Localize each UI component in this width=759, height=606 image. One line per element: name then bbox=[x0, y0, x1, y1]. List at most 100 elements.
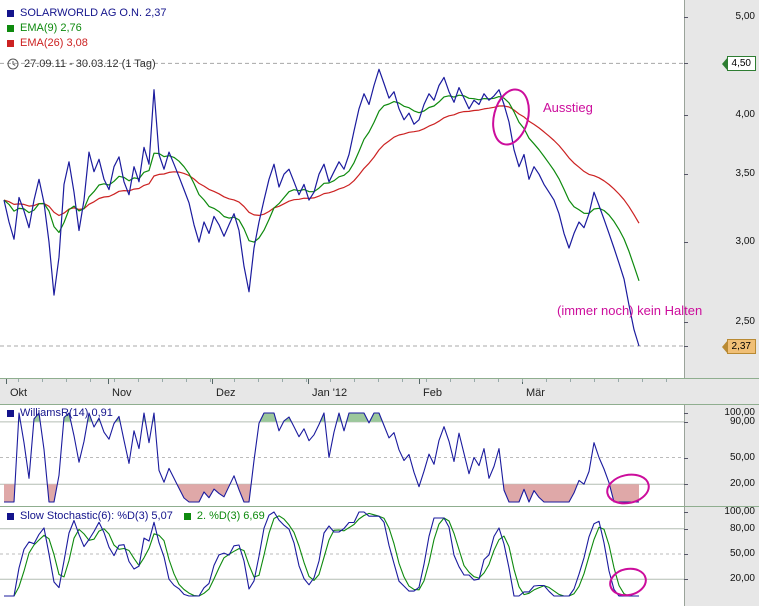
annotation-kein-halten: (immer noch) kein Halten bbox=[557, 303, 703, 318]
x-axis-minor-tick bbox=[426, 379, 427, 382]
exit-circle-annotation bbox=[492, 88, 530, 146]
williams-marker-icon bbox=[7, 409, 14, 417]
ema9-line bbox=[3, 94, 640, 281]
ema9-legend-row: EMA(9) 2,76 bbox=[7, 22, 167, 34]
x-axis-minor-tick bbox=[570, 379, 571, 382]
williams-axis-label: 50,00 bbox=[729, 452, 755, 463]
stoch-d2-marker-icon bbox=[183, 512, 191, 520]
x-axis-minor-tick bbox=[162, 379, 163, 382]
ema9-label: EMA(9) 2,76 bbox=[20, 22, 82, 34]
date-range-label: 27.09.11 - 30.03.12 (1 Tag) bbox=[24, 58, 156, 70]
ema26-line bbox=[3, 105, 640, 224]
williams-oversold-fill bbox=[503, 484, 578, 502]
panel-separator bbox=[0, 506, 759, 507]
x-axis-minor-tick bbox=[210, 379, 211, 382]
x-axis-minor-tick bbox=[282, 379, 283, 382]
x-axis-minor-tick bbox=[306, 379, 307, 382]
stoch-axis-label: 50,00 bbox=[729, 548, 755, 559]
axis-tick bbox=[684, 17, 688, 18]
williams-label: WilliamsR(14) 0,91 bbox=[20, 407, 113, 419]
annotation-ausstieg: Ausstieg bbox=[543, 100, 593, 115]
x-axis-minor-tick bbox=[666, 379, 667, 382]
williams-oversold-fill bbox=[609, 484, 639, 502]
axis-tick bbox=[684, 322, 688, 323]
x-axis-minor-tick bbox=[546, 379, 547, 382]
price-axis-label: 3,50 bbox=[735, 168, 755, 179]
x-axis-minor-tick bbox=[594, 379, 595, 382]
stoch-d-marker-icon bbox=[7, 512, 14, 520]
stoch-axis-label: 100,00 bbox=[724, 506, 755, 517]
price-series-marker-icon bbox=[7, 9, 14, 17]
williams-axis-label: 20,00 bbox=[729, 478, 755, 489]
price-axis-label: 4,00 bbox=[735, 109, 755, 120]
axis-tick bbox=[684, 115, 688, 116]
williams-circle-annotation bbox=[606, 473, 650, 505]
x-axis-month-label: Jan '12 bbox=[312, 387, 348, 399]
symbol-legend-row: SOLARWORLD AG O.N. 2,37 bbox=[7, 7, 167, 19]
stoch-d2-label: 2. %D(3) 6,69 bbox=[196, 510, 265, 522]
x-axis-minor-tick bbox=[42, 379, 43, 382]
stoch-d-label: Slow Stochastic(6): %D(3) 5,07 bbox=[20, 510, 173, 522]
x-axis-month-tick bbox=[212, 379, 213, 384]
axis-tick bbox=[684, 579, 688, 580]
symbol-label: SOLARWORLD AG O.N. 2,37 bbox=[20, 7, 167, 19]
x-axis-minor-tick bbox=[234, 379, 235, 382]
williams-axis-label: 100,00 bbox=[724, 407, 755, 418]
williams-panel-title: WilliamsR(14) 0,91 bbox=[7, 407, 113, 419]
x-axis-minor-tick bbox=[402, 379, 403, 382]
ema9-marker-icon bbox=[7, 24, 14, 32]
x-axis-month-label: Feb bbox=[423, 387, 442, 399]
clock-icon bbox=[7, 58, 19, 70]
x-axis-minor-tick bbox=[642, 379, 643, 382]
x-axis-month-tick bbox=[108, 379, 109, 384]
price-axis-label: 2,50 bbox=[735, 316, 755, 327]
axis-tick bbox=[684, 512, 688, 513]
x-axis-month-tick bbox=[308, 379, 309, 384]
x-axis-month-label: Nov bbox=[112, 387, 132, 399]
williams-overbought-fill bbox=[33, 413, 41, 422]
ema26-legend-row: EMA(26) 3,08 bbox=[7, 37, 167, 49]
ema26-label: EMA(26) 3,08 bbox=[20, 37, 88, 49]
price-axis-label: 5,00 bbox=[735, 11, 755, 22]
price-level-badge: 4,50 bbox=[721, 56, 756, 71]
x-axis-minor-tick bbox=[498, 379, 499, 382]
price-line bbox=[3, 68, 640, 347]
williams-overbought-fill bbox=[259, 413, 277, 422]
x-axis-minor-tick bbox=[186, 379, 187, 382]
x-axis-minor-tick bbox=[330, 379, 331, 382]
x-axis: Okt Nov Dez Jan '12 Feb Mär bbox=[0, 378, 759, 405]
x-axis-month-label: Dez bbox=[216, 387, 236, 399]
williams-panel-canvas[interactable] bbox=[0, 405, 684, 506]
williams-oversold-fill bbox=[237, 484, 252, 502]
ema26-marker-icon bbox=[7, 39, 14, 47]
axis-tick bbox=[684, 413, 688, 414]
current-price-badge: 2,37 bbox=[721, 339, 756, 354]
axis-tick bbox=[684, 422, 688, 423]
williams-overbought-fill bbox=[336, 413, 342, 422]
x-axis-minor-tick bbox=[354, 379, 355, 382]
axis-tick bbox=[684, 484, 688, 485]
stoch-d-line bbox=[4, 511, 639, 597]
value-axis-strip: 5,00 4,50 4,00 3,50 3,00 2,50 2,37 100,00 90,00 5… bbox=[684, 0, 759, 606]
axis-tick bbox=[684, 242, 688, 243]
x-axis-minor-tick bbox=[18, 379, 19, 382]
williams-oversold-fill bbox=[177, 484, 230, 502]
x-axis-minor-tick bbox=[618, 379, 619, 382]
williams-axis-label: 90,00 bbox=[729, 416, 755, 427]
x-axis-minor-tick bbox=[378, 379, 379, 382]
stochastic-panel-title: Slow Stochastic(6): %D(3) 5,07 2. %D(3) … bbox=[7, 510, 265, 522]
x-axis-minor-tick bbox=[138, 379, 139, 382]
axis-tick bbox=[684, 458, 688, 459]
price-chart-canvas[interactable] bbox=[0, 0, 684, 378]
axis-tick bbox=[684, 346, 688, 347]
stoch-axis-label: 80,00 bbox=[729, 523, 755, 534]
williams-oversold-fill bbox=[4, 484, 15, 502]
stoch-circle-annotation bbox=[609, 567, 647, 597]
axis-tick bbox=[684, 174, 688, 175]
williams-line bbox=[4, 412, 639, 503]
x-axis-minor-tick bbox=[522, 379, 523, 382]
axis-tick bbox=[684, 554, 688, 555]
date-range-row: 27.09.11 - 30.03.12 (1 Tag) bbox=[7, 58, 167, 70]
stochastic-panel-canvas[interactable] bbox=[0, 507, 684, 606]
